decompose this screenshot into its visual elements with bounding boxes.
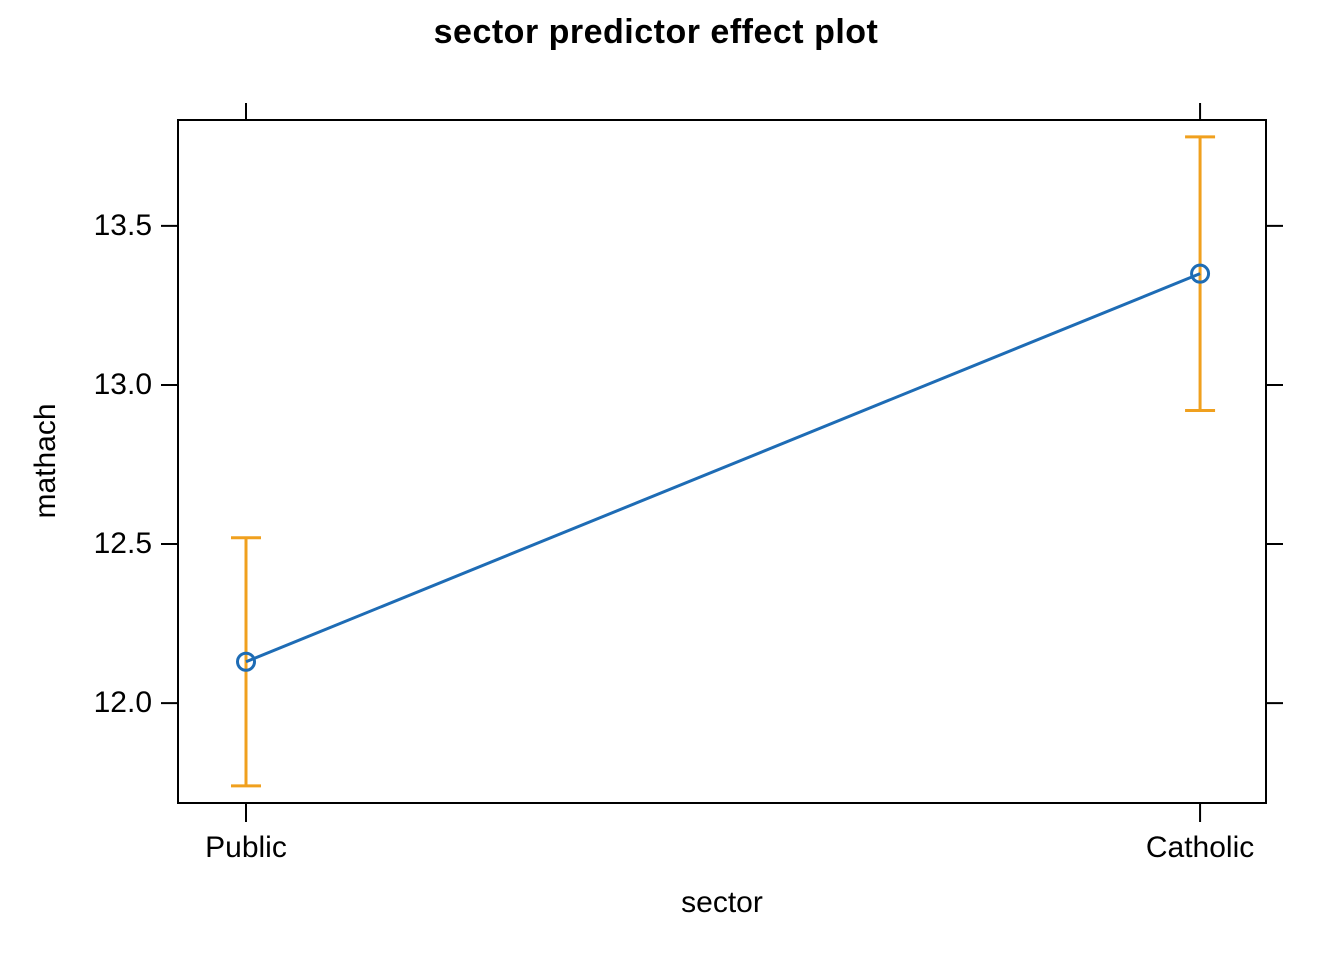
y-tick-label: 12.5 bbox=[93, 527, 152, 561]
plot-border bbox=[177, 119, 1267, 804]
chart-title: sector predictor effect plot bbox=[433, 13, 879, 51]
x-category-label: Public bbox=[205, 831, 287, 864]
x-category-label: Catholic bbox=[1145, 831, 1255, 864]
trend-line bbox=[245, 272, 1201, 664]
y-tick-label: 13.5 bbox=[93, 208, 152, 242]
data-point-public bbox=[236, 651, 256, 672]
y-tick-label: 12.0 bbox=[93, 686, 152, 720]
y-tick-label: 13.0 bbox=[93, 367, 152, 401]
data-point-catholic bbox=[1190, 263, 1211, 284]
x-axis-title: sector bbox=[681, 886, 763, 919]
